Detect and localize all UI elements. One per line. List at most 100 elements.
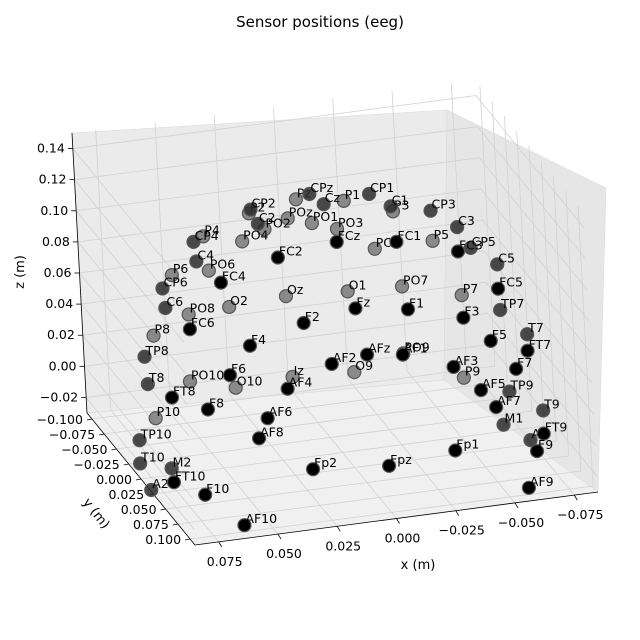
grid-line-x xyxy=(391,90,516,504)
sensor-point xyxy=(509,361,524,377)
x-tick-mark xyxy=(573,494,578,501)
sensor-point xyxy=(395,347,410,362)
sensor-label: P8 xyxy=(155,322,171,337)
sensor-label: F4 xyxy=(251,332,266,347)
sensor-label: P6 xyxy=(173,261,189,276)
sensor-point xyxy=(302,186,317,202)
x-ticks: 0.075 0.050 0.025 0.000 −0.025 −0.050 −0.075 xyxy=(207,494,603,569)
sensor-label: C4 xyxy=(197,247,214,262)
sensor-point xyxy=(490,257,505,272)
sensor-point xyxy=(280,211,295,226)
sensor-label: P3 xyxy=(394,197,410,212)
grid-line-y xyxy=(190,205,594,540)
sensor-point xyxy=(132,433,147,448)
sensor-label: P10 xyxy=(157,404,180,419)
grid-line-y xyxy=(91,85,496,420)
sensor-point xyxy=(381,458,397,473)
sensor-label: CP6 xyxy=(163,274,187,289)
grid-line-x xyxy=(213,114,338,527)
z-tick-label: 0.06 xyxy=(44,265,72,280)
sensor-label: CPz xyxy=(310,180,333,195)
sensor-label: AF4 xyxy=(289,375,313,390)
sensor-label: Fz xyxy=(356,294,370,309)
sensor-point xyxy=(133,456,148,471)
sensor-label: CP1 xyxy=(370,180,394,195)
sensor-point xyxy=(158,300,173,316)
sensor-label: AF10 xyxy=(245,511,277,526)
sensor-label: AF9 xyxy=(530,474,554,489)
sensor-point xyxy=(400,302,416,317)
sensor-point xyxy=(181,307,196,322)
sensor-label: P9 xyxy=(465,364,481,379)
sensor-point xyxy=(148,411,163,426)
sensor-point xyxy=(463,240,478,256)
sensor-label: FCz xyxy=(338,228,361,243)
x-tick-label: 0.000 xyxy=(385,531,421,546)
y-tick-label: −0.050 xyxy=(61,442,107,457)
y-axis-label: y (m) xyxy=(79,496,112,533)
sensor-label: Cz xyxy=(325,190,341,205)
sensor-label: FC6 xyxy=(191,315,215,330)
sensor-label: C5 xyxy=(498,250,515,265)
x-tick-label: −0.050 xyxy=(498,515,544,530)
sensor-label: T7 xyxy=(527,320,544,335)
sensor-label: F2 xyxy=(305,309,320,324)
z-ticks: −0.02 0.00 0.02 0.04 0.06 0.08 0.10 0.12 0.14 xyxy=(37,141,87,404)
sensor-label: Oz xyxy=(287,282,304,297)
sensor-point xyxy=(425,233,440,248)
y-tick-mark xyxy=(160,508,166,511)
sensor-point xyxy=(456,370,471,385)
sensor-label: M1 xyxy=(505,411,524,426)
sensor-label: C2 xyxy=(259,210,276,225)
sensor-point xyxy=(189,254,204,269)
sensor-point xyxy=(288,192,304,207)
grid-line-y xyxy=(128,130,533,465)
y-tick-label: 0.075 xyxy=(133,517,169,532)
x-tick-label: 0.025 xyxy=(325,538,361,553)
sensor-label: PO9 xyxy=(404,339,429,354)
z-tick-label: 0.08 xyxy=(42,234,70,249)
sensor-label: TP10 xyxy=(140,426,172,441)
y-tick-mark xyxy=(123,463,129,466)
x-tick-label: −0.075 xyxy=(557,507,603,522)
x-tick-label: 0.075 xyxy=(207,554,243,569)
sensor-point xyxy=(454,288,469,303)
sensor-point xyxy=(329,234,344,250)
sensor-point xyxy=(520,327,535,342)
sensor-label: P5 xyxy=(434,227,450,242)
sensor-label: AFz xyxy=(368,341,391,356)
sensor-point xyxy=(164,461,179,476)
y-tick-label: −0.075 xyxy=(49,427,95,442)
x-tick-mark xyxy=(336,526,341,532)
sensor-point xyxy=(348,301,363,316)
y-tick-mark xyxy=(135,478,142,481)
grid-line-y xyxy=(153,160,557,495)
sensor-point xyxy=(493,302,508,318)
sensor-label: Iz xyxy=(294,363,305,378)
sensor-point xyxy=(423,203,438,218)
sensor-label: PO2 xyxy=(265,215,290,230)
sensor-label: P1 xyxy=(345,187,361,202)
sensor-point xyxy=(278,289,294,304)
x-tick-mark xyxy=(514,502,519,509)
z-axis-label: z (m) xyxy=(13,255,29,289)
sensor-label: C1 xyxy=(392,192,409,207)
sensor-point xyxy=(243,202,258,217)
sensor-point xyxy=(336,193,351,208)
sensor-point xyxy=(394,279,410,294)
sensor-label: T9 xyxy=(543,396,560,411)
y-tick-label: −0.025 xyxy=(73,457,119,472)
x-tick-mark xyxy=(218,541,223,548)
sensor-point xyxy=(361,186,377,202)
sensor-label: PO10 xyxy=(191,367,224,382)
sensor-point xyxy=(200,402,216,417)
chart-title: Sensor positions (eeg) xyxy=(236,13,404,31)
sensor-label: M2 xyxy=(173,454,192,469)
sensor-point xyxy=(536,403,551,418)
sensor-point xyxy=(270,250,285,265)
sensor-label: AF1 xyxy=(404,341,428,356)
sensor-point xyxy=(222,368,238,383)
grid-line-y xyxy=(165,175,569,510)
sensor-label: FT8 xyxy=(173,384,196,399)
